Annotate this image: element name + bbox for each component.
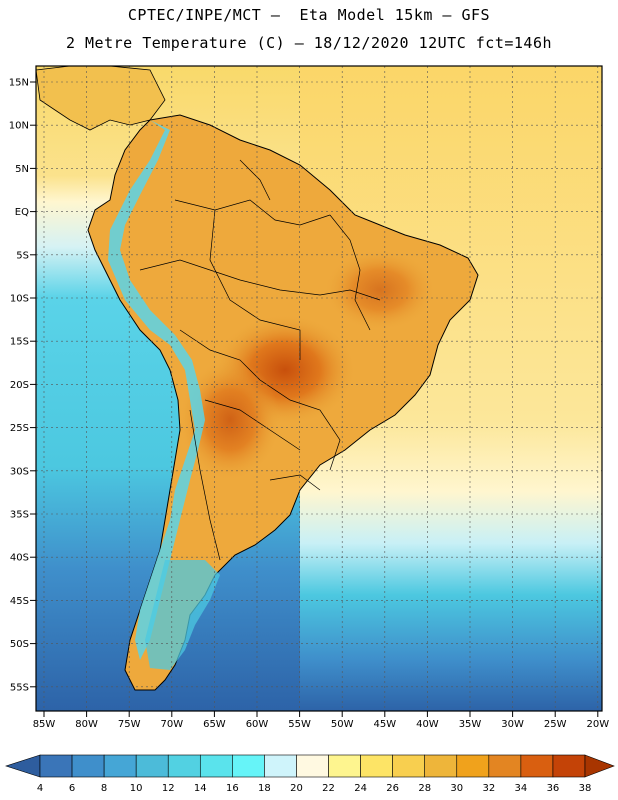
colorbar-box — [71, 754, 105, 778]
colorbar-box — [424, 754, 458, 778]
lat-label: 45S — [10, 596, 29, 607]
colorbar-arrow-low — [5, 754, 41, 778]
lat-label: EQ — [15, 207, 29, 218]
lon-label: 80W — [75, 719, 98, 730]
lon-label: 55W — [288, 719, 311, 730]
colorbar-label: 14 — [194, 783, 207, 794]
colorbar-box — [135, 754, 169, 778]
colorbar-label: 20 — [290, 783, 303, 794]
lon-label: 30W — [501, 719, 524, 730]
lat-label: 15N — [9, 78, 29, 89]
title-line-1: CPTEC/INPE/MCT – Eta Model 15km – GFS — [127, 6, 491, 24]
lat-label: 20S — [10, 380, 29, 391]
lat-label: 10S — [10, 294, 29, 305]
colorbar-label: 36 — [547, 783, 560, 794]
colorbar-label: 4 — [37, 783, 43, 794]
map-gridlines — [36, 66, 602, 711]
lat-label: 30S — [10, 466, 29, 477]
lon-label: 20W — [586, 719, 609, 730]
lon-label: 60W — [246, 719, 269, 730]
colorbar-label: 34 — [515, 783, 528, 794]
longitude-labels: 85W 80W 75W 70W 65W 60W 55W 50W 45W 40W 35W 30W 25W 2… — [33, 711, 609, 730]
lon-label: 25W — [544, 719, 567, 730]
lat-label: 40S — [10, 553, 29, 564]
colorbar-box — [552, 754, 586, 778]
lat-label: 35S — [10, 510, 29, 521]
colorbar-arrow-high — [584, 754, 615, 778]
lat-label: 55S — [10, 682, 29, 693]
lon-label: 85W — [33, 719, 56, 730]
colorbar-label: 10 — [130, 783, 143, 794]
colorbar-box — [360, 754, 393, 778]
colorbar-label: 38 — [579, 783, 592, 794]
lat-label: 50S — [10, 639, 29, 650]
lon-label: 65W — [203, 719, 226, 730]
colorbar-box — [392, 754, 426, 778]
latitude-labels: 15N 10N 5N EQ 5S 10S 15S 20S 25S 30S 35S 40S 45S 50S 5… — [9, 78, 36, 693]
colorbar-label: 18 — [258, 783, 271, 794]
colorbar-box — [456, 754, 490, 778]
patagonia-cool — [145, 560, 220, 670]
country-borders — [139, 159, 381, 561]
lat-label: 5S — [16, 250, 29, 261]
colorbar-box — [488, 754, 522, 778]
colorbar-label: 22 — [322, 783, 335, 794]
lat-label: 10N — [9, 121, 29, 132]
colorbar-box — [199, 754, 233, 778]
map-frame — [35, 65, 603, 712]
colorbar-label: 26 — [386, 783, 399, 794]
colorbar-label: 24 — [354, 783, 367, 794]
colorbar-box — [39, 754, 73, 778]
colorbar-label: 16 — [226, 783, 239, 794]
colorbar-box — [296, 754, 329, 778]
lat-label: 5N — [15, 164, 29, 175]
colorbar-label: 32 — [482, 783, 495, 794]
title-line-2: 2 Metre Temperature (C) – 18/12/2020 12U… — [65, 34, 553, 52]
colorbar-label: 12 — [162, 783, 175, 794]
colorbar-label: 30 — [450, 783, 463, 794]
colorbar-box — [167, 754, 201, 778]
lon-label: 70W — [160, 719, 183, 730]
lon-label: 40W — [416, 719, 439, 730]
colorbar-box — [103, 754, 137, 778]
lon-label: 50W — [331, 719, 354, 730]
colorbar-box — [520, 754, 554, 778]
colorbar-label: 8 — [101, 783, 107, 794]
colorbar-label: 6 — [69, 783, 75, 794]
colorbar-box — [264, 754, 297, 778]
colorbar-box — [328, 754, 361, 778]
hot-region-chaco — [180, 360, 280, 480]
lon-label: 35W — [459, 719, 482, 730]
lat-label: 15S — [10, 337, 29, 348]
colorbar: 4 6 8 10 12 14 16 18 20 22 24 26 28 30 32 34 36 38 — [5, 754, 615, 794]
colorbar-label: 28 — [418, 783, 431, 794]
hot-region-northeast — [325, 250, 435, 330]
lat-label: 25S — [10, 423, 29, 434]
lon-label: 45W — [373, 719, 396, 730]
colorbar-box — [232, 754, 265, 778]
lon-label: 75W — [118, 719, 141, 730]
